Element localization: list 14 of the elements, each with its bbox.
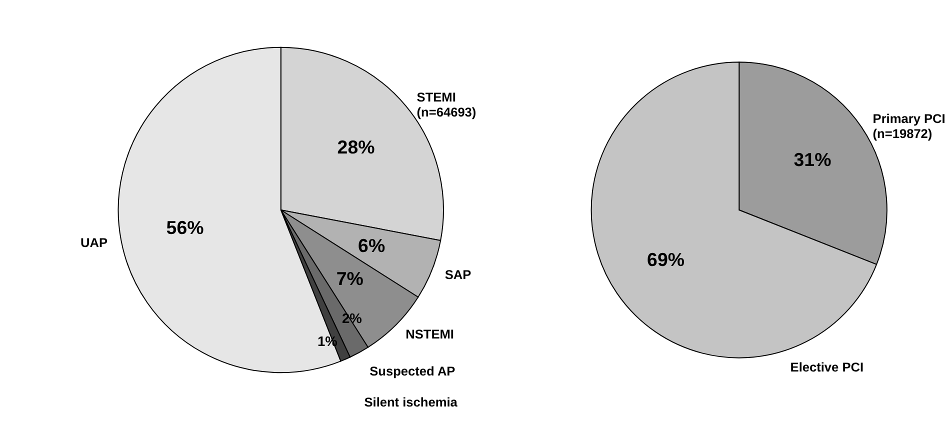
data-label: 7% (336, 268, 364, 289)
slice-label: NSTEMI (406, 326, 454, 342)
data-label: 6% (358, 234, 386, 256)
data-label: 31% (794, 149, 832, 170)
slice-label: Elective PCI (790, 359, 864, 374)
slice-label: Suspected AP (370, 363, 456, 378)
data-label: 69% (647, 248, 685, 270)
data-label: 56% (166, 217, 204, 238)
slice-label: Silent ischemia (364, 394, 458, 410)
slice-label: Primary PCI (n=19872) (872, 111, 946, 141)
data-label: 28% (337, 136, 376, 158)
slice-label: STEMI (n=64693) (416, 90, 476, 120)
slice-label: SAP (444, 266, 472, 282)
slice-label: UAP (80, 234, 108, 250)
